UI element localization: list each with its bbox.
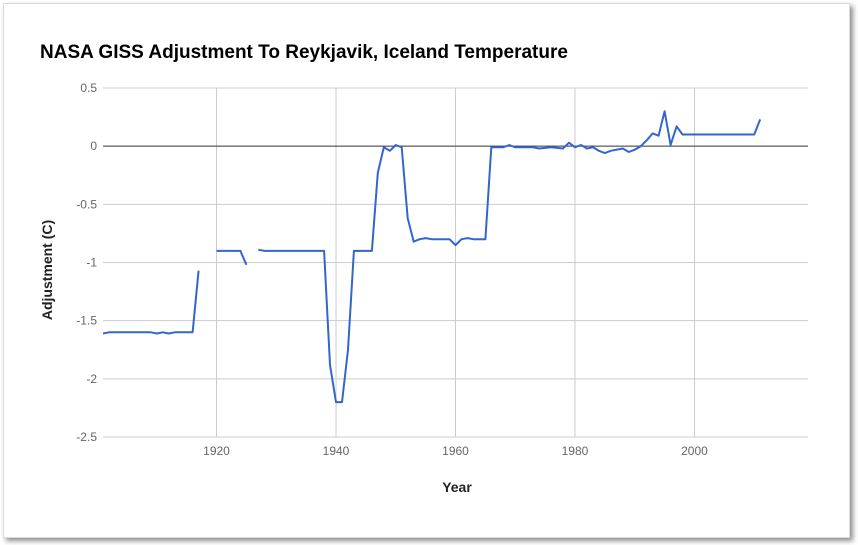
x-tick-label: 1980 — [562, 444, 589, 458]
series-line-segment — [216, 249, 248, 266]
x-tick-label: 1940 — [323, 444, 350, 458]
x-tick-label: 1960 — [442, 444, 469, 458]
y-tick-label: -1 — [86, 256, 97, 270]
chart-title: NASA GISS Adjustment To Reykjavik, Icela… — [40, 42, 568, 63]
y-tick-label: 0 — [90, 139, 97, 153]
chart-frame — [3, 3, 850, 538]
y-tick-label: -2 — [86, 372, 97, 386]
y-axis-title: Adjustment (C) — [39, 220, 55, 320]
series-line-segment — [258, 110, 762, 404]
y-tick-label: -2.5 — [76, 430, 97, 444]
x-tick-label: 1920 — [203, 444, 230, 458]
y-tick-labels: 0.5 0 -0.5 -1 -1.5 -2 -2.5 — [76, 81, 97, 444]
x-tick-label: 2000 — [681, 444, 708, 458]
x-tick-labels: 1920 1940 1960 1980 2000 — [203, 444, 708, 458]
series-line-segment — [102, 270, 200, 335]
y-tick-label: 0.5 — [80, 81, 97, 95]
x-axis-title: Year — [442, 479, 472, 495]
y-tick-label: -1.5 — [76, 314, 97, 328]
series-lines — [102, 110, 762, 404]
y-tick-label: -0.5 — [76, 197, 97, 211]
